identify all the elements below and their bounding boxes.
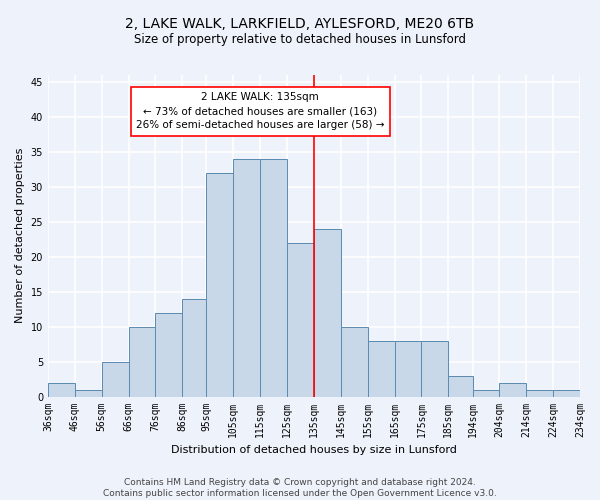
Bar — [287, 243, 314, 396]
Y-axis label: Number of detached properties: Number of detached properties — [15, 148, 25, 324]
Bar — [48, 382, 75, 396]
Bar — [473, 390, 499, 396]
Bar — [448, 376, 473, 396]
Bar — [206, 173, 233, 396]
Bar — [182, 298, 206, 396]
Bar — [341, 326, 368, 396]
Bar — [421, 340, 448, 396]
Bar — [233, 159, 260, 396]
Bar — [155, 312, 182, 396]
Bar — [101, 362, 128, 396]
Text: 2 LAKE WALK: 135sqm
← 73% of detached houses are smaller (163)
26% of semi-detac: 2 LAKE WALK: 135sqm ← 73% of detached ho… — [136, 92, 385, 130]
Bar — [75, 390, 101, 396]
Text: Contains HM Land Registry data © Crown copyright and database right 2024.
Contai: Contains HM Land Registry data © Crown c… — [103, 478, 497, 498]
Text: Size of property relative to detached houses in Lunsford: Size of property relative to detached ho… — [134, 32, 466, 46]
Bar — [499, 382, 526, 396]
Bar — [553, 390, 580, 396]
Bar — [526, 390, 553, 396]
Bar — [128, 326, 155, 396]
Bar — [260, 159, 287, 396]
Bar — [314, 229, 341, 396]
Bar — [368, 340, 395, 396]
Text: 2, LAKE WALK, LARKFIELD, AYLESFORD, ME20 6TB: 2, LAKE WALK, LARKFIELD, AYLESFORD, ME20… — [125, 18, 475, 32]
Bar — [395, 340, 421, 396]
X-axis label: Distribution of detached houses by size in Lunsford: Distribution of detached houses by size … — [171, 445, 457, 455]
